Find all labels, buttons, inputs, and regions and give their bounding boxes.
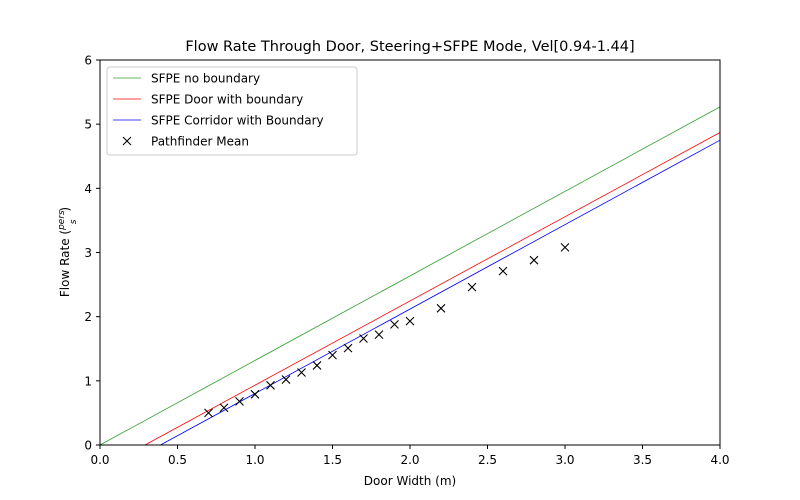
data-point-marker	[529, 255, 539, 265]
y-axis-label-suffix: )	[58, 207, 72, 212]
data-point-marker	[219, 403, 229, 413]
data-point-marker	[297, 368, 306, 377]
y-axis-label-numerator: pers	[57, 210, 67, 231]
legend-box	[106, 66, 358, 156]
x-tick-label: 2.5	[478, 453, 497, 467]
legend-label: Pathfinder Mean	[151, 135, 249, 149]
plot-lines	[99, 106, 721, 446]
x-tick-label: 3.0	[555, 453, 574, 467]
y-axis-ticks: 0 1 2 3 4 5 6	[84, 54, 100, 453]
data-point-marker	[204, 408, 213, 418]
series-line-1	[144, 132, 721, 446]
data-point-marker	[359, 334, 368, 343]
series-line-2	[160, 139, 721, 446]
y-tick-label: 4	[84, 182, 92, 196]
y-tick-label: 6	[84, 54, 92, 68]
x-tick-label: 1.0	[245, 453, 264, 467]
data-point-marker	[250, 389, 260, 399]
legend-label: SFPE no boundary	[151, 72, 260, 86]
data-point-marker	[328, 350, 337, 360]
data-point-marker	[374, 330, 384, 340]
legend-label: SFPE Door with boundary	[151, 93, 303, 107]
data-point-marker	[312, 361, 322, 370]
data-point-marker	[405, 316, 415, 326]
x-tick-label: 2.0	[400, 453, 419, 467]
x-tick-label: 0.5	[168, 453, 187, 467]
x-axis-ticks: 0.0 0.5 1.0 1.5 2.0 2.5 3.0 3.5 4.0	[90, 445, 730, 467]
y-axis-label-prefix: Flow Rate (	[58, 230, 72, 297]
data-point-marker	[235, 396, 244, 406]
data-point-marker	[498, 266, 508, 276]
y-tick-label: 3	[84, 246, 92, 260]
data-point-marker	[560, 242, 570, 252]
series-line-0	[99, 106, 721, 446]
x-tick-label: 4.0	[710, 453, 729, 467]
legend-swatch-marker	[122, 136, 132, 146]
y-tick-label: 1	[84, 374, 92, 388]
plot-markers	[204, 242, 570, 418]
x-tick-label: 1.5	[323, 453, 342, 467]
data-point-marker	[343, 343, 353, 353]
x-axis-label: Door Width (m)	[364, 474, 456, 488]
data-point-marker	[390, 319, 399, 329]
data-point-marker	[436, 303, 446, 313]
data-point-marker	[281, 375, 291, 384]
legend-label: SFPE Corridor with Boundary	[151, 114, 324, 128]
x-tick-label: 3.5	[633, 453, 652, 467]
y-tick-label: 2	[84, 310, 92, 324]
x-tick-label: 0.0	[90, 453, 109, 467]
y-axis-label: Flow Rate (pers s)	[57, 207, 79, 297]
y-axis-label-denominator: s	[69, 219, 79, 224]
chart-title: Flow Rate Through Door, Steering+SFPE Mo…	[185, 39, 634, 55]
data-point-marker	[266, 380, 275, 390]
y-tick-label: 0	[84, 439, 92, 453]
y-tick-label: 5	[84, 118, 92, 132]
legend: SFPE no boundary SFPE Door with boundary S…	[106, 66, 358, 156]
data-point-marker	[467, 282, 477, 292]
